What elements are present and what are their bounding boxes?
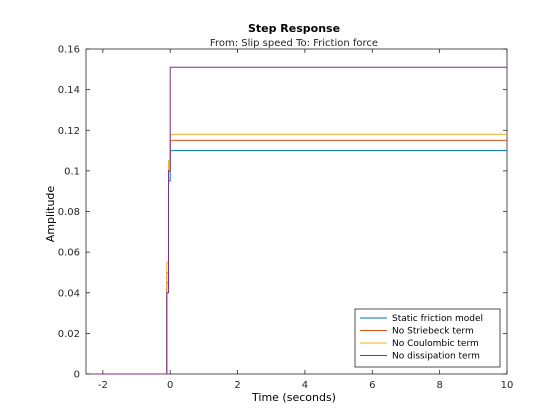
y-axis-label: Amplitude (44, 186, 57, 243)
x-tick-label: 4 (302, 380, 308, 391)
x-axis-label: Time (seconds) (251, 391, 336, 404)
y-tick-label: 0 (74, 370, 80, 381)
x-tick-label: 10 (501, 380, 514, 391)
y-tick-label: 0.16 (58, 45, 80, 56)
ticks-layer: -2 0 2 4 6 8 10 0 0.02 0.04 0.06 0.08 0.1 0.12 0.14 0.1… (58, 45, 514, 392)
y-tick-label: 0.08 (58, 207, 80, 218)
legend-items: Static friction model No Striebeck term No… (360, 314, 483, 362)
x-tick-label: -2 (98, 380, 108, 391)
x-tick-label: 8 (436, 380, 442, 391)
chart-subtitle: From: Slip speed To: Friction force (210, 38, 378, 49)
y-tick-label: 0.12 (58, 126, 80, 137)
y-tick-label: 0.04 (58, 288, 80, 299)
x-tick-label: 2 (234, 380, 240, 391)
legend: Static friction model No Striebeck term No… (354, 308, 501, 368)
legend-label-4: No dissipation term (392, 352, 480, 362)
legend-label-2: No Striebeck term (392, 327, 474, 337)
x-tick-label: 0 (167, 380, 173, 391)
y-tick-label: 0.14 (58, 85, 80, 96)
series-line-4 (86, 66, 507, 375)
y-tick-label: 0.02 (58, 329, 80, 340)
y-tick-label: 0.06 (58, 248, 80, 259)
y-tick-label: 0.1 (64, 166, 80, 177)
x-tick-label: 6 (369, 380, 375, 391)
chart-title: Step Response (248, 22, 340, 35)
series-layer (86, 66, 507, 375)
legend-box (354, 308, 501, 368)
legend-label-1: Static friction model (392, 314, 483, 324)
legend-label-3: No Coulombic term (392, 339, 479, 349)
